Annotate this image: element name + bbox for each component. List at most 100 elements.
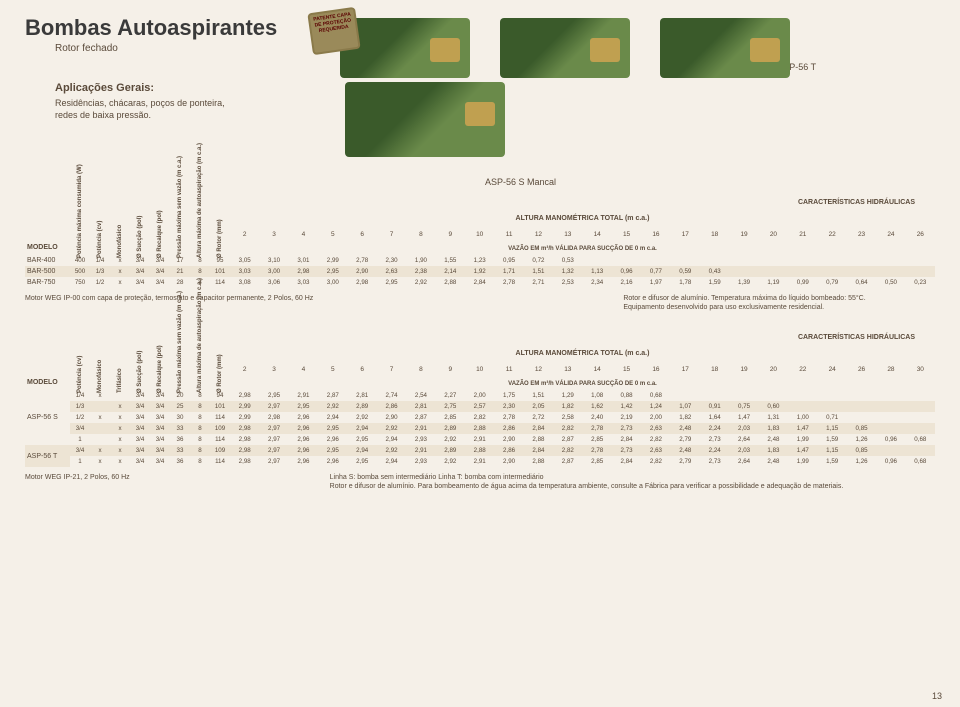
data-cell: 3/4 bbox=[130, 423, 150, 434]
data-cell: 0,50 bbox=[876, 277, 905, 288]
data-cell bbox=[906, 255, 935, 266]
rotated-header: Ø Sucção (pol) bbox=[130, 195, 150, 255]
data-cell: 2,88 bbox=[524, 456, 553, 467]
data-cell: 2,81 bbox=[348, 390, 377, 401]
data-cell bbox=[847, 401, 876, 412]
data-cell: 8 bbox=[190, 434, 210, 445]
col-number: 9 bbox=[436, 363, 465, 378]
data-cell: 2,00 bbox=[465, 390, 494, 401]
data-cell: 0,68 bbox=[906, 434, 935, 445]
data-cell: 0,59 bbox=[671, 266, 700, 277]
data-cell bbox=[90, 434, 110, 445]
data-cell: 1,00 bbox=[788, 412, 817, 423]
rotated-header: Monofásico bbox=[110, 195, 130, 255]
table-row: 3/4x3/43/43381092,982,972,962,952,942,92… bbox=[25, 423, 935, 434]
data-cell: 2,98 bbox=[348, 277, 377, 288]
data-cell bbox=[788, 390, 817, 401]
data-cell: x bbox=[110, 423, 130, 434]
data-cell: 2,79 bbox=[671, 434, 700, 445]
data-cell: 2,84 bbox=[524, 445, 553, 456]
data-cell: 3,05 bbox=[230, 255, 259, 266]
data-cell: 1 bbox=[70, 434, 90, 445]
data-cell: 0,43 bbox=[700, 266, 729, 277]
data-cell bbox=[671, 390, 700, 401]
col-number: 12 bbox=[524, 363, 553, 378]
col-number: 11 bbox=[494, 363, 523, 378]
data-cell bbox=[906, 412, 935, 423]
data-cell: 2,38 bbox=[406, 266, 435, 277]
data-cell: 2,92 bbox=[318, 401, 347, 412]
data-cell bbox=[788, 266, 817, 277]
col-number: 28 bbox=[876, 363, 905, 378]
col-number: 2 bbox=[230, 227, 259, 242]
col-number: 22 bbox=[818, 227, 847, 242]
col-number: 14 bbox=[583, 227, 612, 242]
data-cell: 1,83 bbox=[759, 445, 788, 456]
data-cell: 2,88 bbox=[436, 277, 465, 288]
col-number: 22 bbox=[788, 363, 817, 378]
data-cell bbox=[876, 266, 905, 277]
product-photos: PATENTE CAPA DE PROTEÇÃO REQUERIDA bbox=[340, 18, 790, 80]
data-cell: 2,97 bbox=[259, 445, 288, 456]
data-cell: 2,27 bbox=[436, 390, 465, 401]
data-cell: 1,08 bbox=[583, 390, 612, 401]
table-row: 1/2xx3/43/43081142,992,982,962,942,922,9… bbox=[25, 412, 935, 423]
data-cell: 2,95 bbox=[377, 277, 406, 288]
data-cell: 2,73 bbox=[612, 423, 641, 434]
table-2: MODELOPotência (cv)MonofásicoTrifásicoØ … bbox=[25, 330, 935, 467]
col-number: 3 bbox=[259, 227, 288, 242]
data-cell: x bbox=[110, 434, 130, 445]
data-cell bbox=[876, 390, 905, 401]
data-cell: 36 bbox=[170, 434, 190, 445]
product-photo-bar bbox=[340, 18, 470, 78]
data-cell: 2,89 bbox=[436, 445, 465, 456]
data-cell bbox=[818, 266, 847, 277]
data-cell: 0,60 bbox=[759, 401, 788, 412]
data-cell: 2,86 bbox=[494, 445, 523, 456]
data-cell: 1,19 bbox=[759, 277, 788, 288]
col-number: 10 bbox=[465, 363, 494, 378]
data-cell: 2,95 bbox=[318, 266, 347, 277]
data-cell: 1,23 bbox=[465, 255, 494, 266]
characteristics-header: CARACTERÍSTICAS HIDRÁULICAS bbox=[230, 330, 935, 345]
col-number: 19 bbox=[729, 227, 758, 242]
data-cell: 1,82 bbox=[671, 412, 700, 423]
rotated-header: Potência (cv) bbox=[90, 195, 110, 255]
note-2-right: Linha S: bomba sem intermediário Linha T… bbox=[330, 473, 844, 491]
rotated-header: Ø Rotor (mm) bbox=[210, 330, 230, 390]
data-cell: 2,63 bbox=[641, 445, 670, 456]
data-cell: 1,15 bbox=[818, 423, 847, 434]
data-cell: x bbox=[110, 456, 130, 467]
data-cell: 2,87 bbox=[553, 456, 582, 467]
data-cell: 33 bbox=[170, 445, 190, 456]
data-cell: 0,53 bbox=[553, 255, 582, 266]
data-cell: 2,96 bbox=[318, 456, 347, 467]
data-cell: 28 bbox=[170, 277, 190, 288]
data-cell: 3/4 bbox=[130, 401, 150, 412]
col-number: 17 bbox=[671, 363, 700, 378]
data-cell: 1,97 bbox=[641, 277, 670, 288]
data-cell bbox=[906, 423, 935, 434]
data-cell: 2,92 bbox=[406, 277, 435, 288]
col-number: 21 bbox=[788, 227, 817, 242]
data-cell: 2,86 bbox=[377, 401, 406, 412]
col-number: 15 bbox=[612, 363, 641, 378]
col-number: 13 bbox=[553, 363, 582, 378]
data-cell bbox=[847, 266, 876, 277]
data-cell: 36 bbox=[170, 456, 190, 467]
data-cell: 500 bbox=[70, 266, 90, 277]
data-cell: 2,94 bbox=[348, 445, 377, 456]
data-cell: 2,48 bbox=[759, 456, 788, 467]
data-cell: 1,13 bbox=[583, 266, 612, 277]
data-cell: 2,92 bbox=[377, 445, 406, 456]
data-cell: 2,95 bbox=[289, 401, 318, 412]
data-cell: 1,47 bbox=[729, 412, 758, 423]
data-cell bbox=[641, 255, 670, 266]
data-cell: 2,84 bbox=[612, 434, 641, 445]
data-cell: 3,01 bbox=[289, 255, 318, 266]
col-number: 13 bbox=[553, 227, 582, 242]
data-cell: 8 bbox=[190, 266, 210, 277]
data-cell: 1,75 bbox=[494, 390, 523, 401]
data-cell: 2,82 bbox=[641, 456, 670, 467]
data-cell: 2,91 bbox=[465, 456, 494, 467]
